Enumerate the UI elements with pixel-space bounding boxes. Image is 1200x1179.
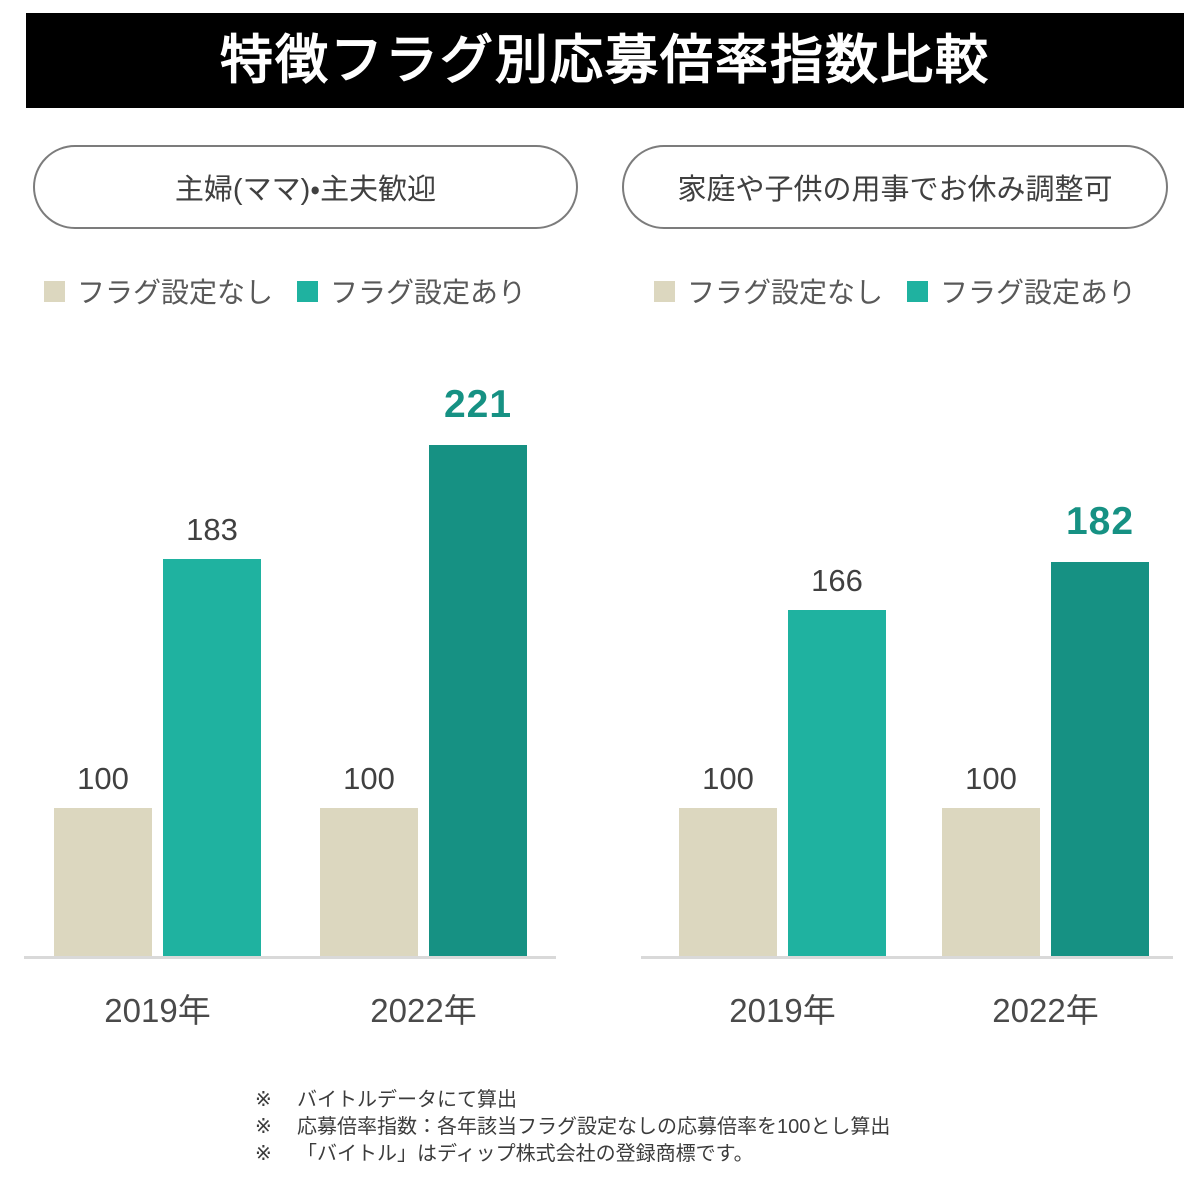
x-axis-tick-label: 2022年 xyxy=(992,992,1099,1029)
title-banner: 特徴フラグ別応募倍率指数比較 xyxy=(26,13,1184,108)
footnote-row: ※ バイトルデータにて算出 xyxy=(255,1089,890,1112)
legend-label-no-flag: フラグ設定なし xyxy=(687,277,884,308)
x-axis-tick-label: 2019年 xyxy=(104,992,211,1029)
category-pill-family-leave: 家庭や子供の用事でお休み調整可 xyxy=(622,145,1168,229)
bar-2019年-no-flag xyxy=(679,808,777,958)
legend-label-with-flag: フラグ設定あり xyxy=(940,277,1137,308)
footnote-row: ※ 「バイトル」はディップ株式会社の登録商標です。 xyxy=(255,1143,890,1166)
bar-2022年-with-flag xyxy=(1051,562,1149,958)
bar-2019年-with-flag xyxy=(788,610,886,958)
footnote-marker: ※ xyxy=(255,1116,272,1138)
footnote-text: 「バイトル」はディップ株式会社の登録商標です。 xyxy=(297,1143,754,1165)
page-title: 特徴フラグ別応募倍率指数比較 xyxy=(220,31,990,90)
legend-item-no-flag: フラグ設定なし xyxy=(44,271,273,311)
bar-2019年-no-flag xyxy=(54,808,152,958)
legend-left: フラグ設定なし フラグ設定あり xyxy=(44,274,526,308)
bar-2022年-with-flag xyxy=(429,445,527,958)
category-pill-family-leave-label: 家庭や子供の用事でお休み調整可 xyxy=(677,174,1113,206)
bar-value-label: 166 xyxy=(811,563,863,598)
no-flag-swatch-icon xyxy=(654,280,675,302)
footnote-row: ※ 応募倍率指数：各年該当フラグ設定なしの応募倍率を100とし算出 xyxy=(255,1116,890,1139)
footnote-text: バイトルデータにて算出 xyxy=(297,1089,517,1111)
legend-item-with-flag: フラグ設定あり xyxy=(297,271,526,311)
bar-2019年-with-flag xyxy=(163,559,261,958)
legend-item-no-flag: フラグ設定なし xyxy=(654,271,883,311)
bar-value-label: 221 xyxy=(443,383,513,426)
legend-item-with-flag: フラグ設定あり xyxy=(907,271,1136,311)
bar-value-label: 100 xyxy=(965,761,1017,796)
bar-value-label: 100 xyxy=(702,761,754,796)
x-axis-left xyxy=(24,956,556,959)
footnote-marker: ※ xyxy=(255,1143,272,1165)
with-flag-swatch-icon xyxy=(907,280,929,302)
footnotes: ※ バイトルデータにて算出 ※ 応募倍率指数：各年該当フラグ設定なしの応募倍率を… xyxy=(255,1089,890,1170)
footnote-text: 応募倍率指数：各年該当フラグ設定なしの応募倍率を100とし算出 xyxy=(297,1116,891,1138)
bar-value-label: 100 xyxy=(343,761,395,796)
bar-2022年-no-flag xyxy=(320,808,418,958)
bar-value-label: 100 xyxy=(77,761,129,796)
bar-value-label: 182 xyxy=(1065,500,1135,543)
x-axis-tick-label: 2022年 xyxy=(370,992,477,1029)
bar-2022年-no-flag xyxy=(942,808,1040,958)
legend-right: フラグ設定なし フラグ設定あり xyxy=(654,274,1136,308)
legend-label-no-flag: フラグ設定なし xyxy=(77,277,274,308)
x-axis-tick-label: 2019年 xyxy=(729,992,836,1029)
category-pill-housewife: 主婦(ママ)・主夫歓迎 xyxy=(33,145,578,229)
bar-value-label: 183 xyxy=(186,512,238,547)
with-flag-swatch-icon xyxy=(297,280,319,302)
legend-label-with-flag: フラグ設定あり xyxy=(330,277,527,308)
no-flag-swatch-icon xyxy=(44,280,65,302)
x-axis-right xyxy=(641,956,1173,959)
footnote-marker: ※ xyxy=(255,1089,272,1111)
category-pill-housewife-label: 主婦(ママ)・主夫歓迎 xyxy=(174,174,437,206)
